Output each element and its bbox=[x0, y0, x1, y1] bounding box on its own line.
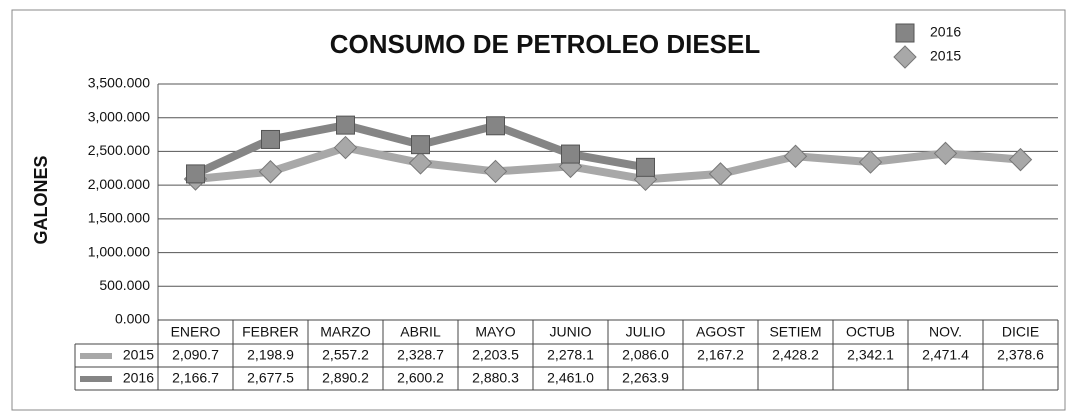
y-axis-label: GALONES bbox=[31, 155, 51, 244]
table-cell: 2,328.7 bbox=[397, 347, 444, 363]
marker bbox=[561, 144, 580, 164]
y-tick-label: 3,000.000 bbox=[88, 108, 150, 124]
marker bbox=[1008, 147, 1033, 172]
y-tick-label: 0.000 bbox=[115, 311, 150, 327]
table-series-name: 2016 bbox=[123, 370, 154, 386]
chart-border bbox=[11, 9, 1066, 411]
marker bbox=[408, 151, 433, 175]
y-tick-label: 2,500.000 bbox=[88, 142, 150, 158]
table-cell: 2,086.0 bbox=[622, 347, 669, 363]
x-tick-label: JUNIO bbox=[550, 324, 592, 340]
table-cell: 2,880.3 bbox=[472, 370, 519, 386]
legend-label: 2016 bbox=[930, 24, 961, 40]
table-cell: 2,167.2 bbox=[697, 347, 744, 363]
marker bbox=[636, 157, 655, 177]
marker bbox=[486, 116, 505, 136]
table-cell: 2,166.7 bbox=[172, 370, 219, 386]
y-tick-label: 3,500.000 bbox=[88, 75, 150, 91]
marker bbox=[411, 135, 430, 155]
table-cell: 2,428.2 bbox=[772, 347, 819, 363]
table-cell: 2,342.1 bbox=[847, 347, 894, 363]
marker bbox=[333, 135, 358, 160]
legend-label: 2015 bbox=[930, 48, 961, 64]
line bbox=[195, 143, 1021, 184]
marker bbox=[858, 150, 883, 174]
marker bbox=[186, 164, 205, 184]
marker bbox=[483, 159, 508, 184]
table-cell: 2,198.9 bbox=[247, 347, 294, 363]
x-tick-label: ENERO bbox=[171, 324, 221, 340]
table-cell: 2,278.1 bbox=[547, 347, 594, 363]
x-tick-label: ABRIL bbox=[400, 324, 441, 340]
x-tick-label: DICIE bbox=[1002, 324, 1039, 340]
table-cell: 2,471.4 bbox=[922, 347, 969, 363]
y-tick-label: 1,500.000 bbox=[88, 210, 150, 226]
marker bbox=[783, 144, 808, 168]
table-cell: 2,557.2 bbox=[322, 347, 369, 363]
marker bbox=[258, 160, 283, 184]
x-tick-label: JULIO bbox=[626, 324, 666, 340]
x-tick-label: MAYO bbox=[475, 324, 515, 340]
x-tick-label: FEBRER bbox=[242, 324, 299, 340]
table-cell: 2,461.0 bbox=[547, 370, 594, 386]
x-tick-label: AGOST bbox=[696, 324, 745, 340]
marker bbox=[708, 162, 733, 186]
marker bbox=[895, 23, 915, 43]
x-tick-label: MARZO bbox=[320, 324, 371, 340]
marker bbox=[893, 45, 917, 69]
table-cell: 2,090.7 bbox=[172, 347, 219, 363]
chart-title: CONSUMO DE PETROLEO DIESEL bbox=[330, 29, 761, 59]
table-cell: 2,378.6 bbox=[997, 347, 1044, 363]
y-tick-label: 2,000.000 bbox=[88, 176, 150, 192]
x-tick-label: NOV. bbox=[929, 324, 962, 340]
marker bbox=[261, 129, 280, 149]
table-cell: 2,263.9 bbox=[622, 370, 669, 386]
x-tick-label: OCTUB bbox=[846, 324, 895, 340]
table-cell: 2,890.2 bbox=[322, 370, 369, 386]
x-tick-label: SETIEM bbox=[769, 324, 821, 340]
marker bbox=[336, 115, 355, 135]
table-cell: 2,600.2 bbox=[397, 370, 444, 386]
table-cell: 2,203.5 bbox=[472, 347, 519, 363]
table-series-name: 2015 bbox=[123, 347, 154, 363]
table-cell: 2,677.5 bbox=[247, 370, 294, 386]
y-tick-label: 500.000 bbox=[99, 277, 150, 293]
marker bbox=[933, 141, 958, 166]
y-tick-label: 1,000.000 bbox=[88, 243, 150, 259]
